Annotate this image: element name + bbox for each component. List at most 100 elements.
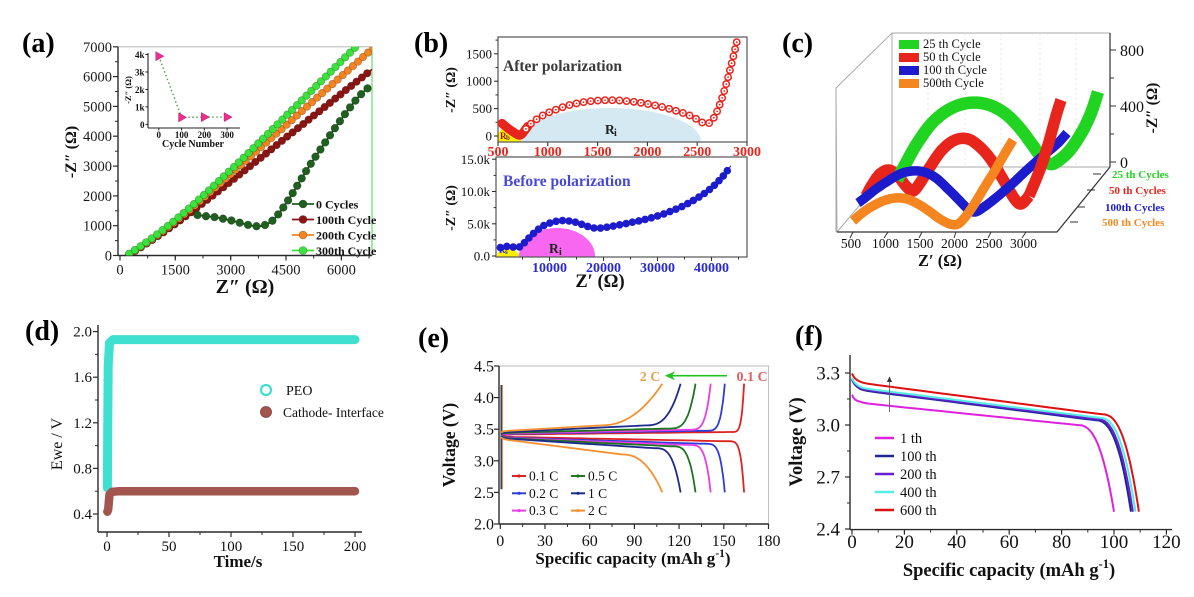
svg-text:150: 150 — [282, 539, 305, 555]
svg-text:6000: 6000 — [83, 70, 112, 86]
svg-text:0 Cycles: 0 Cycles — [316, 198, 359, 212]
svg-text:0: 0 — [496, 533, 504, 550]
svg-text:-Z″ (Ω): -Z″ (Ω) — [123, 76, 133, 104]
svg-text:1k: 1k — [135, 102, 145, 112]
svg-text:1.6: 1.6 — [73, 370, 92, 386]
svg-text:100: 100 — [220, 539, 243, 555]
svg-text:50 th Cycles: 50 th Cycles — [1109, 185, 1167, 197]
svg-text:Cycle Number: Cycle Number — [162, 139, 224, 150]
svg-text:-Z″ (Ω): -Z″ (Ω) — [444, 67, 459, 113]
svg-text:Specific capacity (mAh g-1): Specific capacity (mAh g-1) — [903, 557, 1115, 581]
svg-text:(b): (b) — [414, 28, 448, 59]
svg-text:100: 100 — [1100, 532, 1129, 553]
svg-text:1000: 1000 — [872, 236, 899, 251]
svg-text:20000: 20000 — [586, 261, 621, 276]
svg-text:1.2: 1.2 — [73, 416, 92, 432]
svg-text:500: 500 — [841, 236, 862, 251]
svg-text:0: 0 — [1120, 155, 1128, 172]
svg-text:200: 200 — [344, 539, 367, 555]
svg-text:0: 0 — [486, 129, 493, 144]
svg-text:Voltage (V): Voltage (V) — [439, 403, 459, 488]
svg-text:10000: 10000 — [532, 261, 567, 276]
svg-text:500: 500 — [488, 145, 509, 160]
svg-text:Z′ (Ω): Z′ (Ω) — [918, 251, 962, 270]
svg-text:Z″ (Ω): Z″ (Ω) — [216, 276, 275, 298]
svg-text:10.0k: 10.0k — [461, 184, 491, 199]
svg-text:3.3: 3.3 — [816, 364, 840, 385]
svg-text:2 C: 2 C — [640, 370, 661, 385]
svg-text:(e): (e) — [418, 323, 449, 354]
svg-text:3k: 3k — [135, 67, 145, 77]
svg-text:2.0: 2.0 — [73, 325, 92, 341]
svg-text:500th Cycle: 500th Cycle — [923, 76, 984, 90]
svg-text:3000: 3000 — [216, 263, 245, 279]
svg-text:R: R — [500, 131, 507, 141]
svg-text:b: b — [506, 134, 510, 142]
svg-text:7000: 7000 — [83, 40, 112, 56]
svg-text:30: 30 — [537, 533, 553, 550]
svg-text:2.7: 2.7 — [816, 468, 840, 489]
svg-text:1500: 1500 — [907, 236, 934, 251]
svg-text:4.5: 4.5 — [474, 359, 494, 376]
svg-text:200 th: 200 th — [900, 467, 937, 483]
svg-text:(d): (d) — [25, 316, 59, 347]
svg-text:2000: 2000 — [941, 236, 968, 251]
svg-text:Voltage (V): Voltage (V) — [787, 397, 807, 486]
svg-text:1500: 1500 — [161, 263, 190, 279]
svg-text:2.5: 2.5 — [474, 485, 494, 502]
svg-text:1500: 1500 — [466, 46, 492, 61]
svg-text:4500: 4500 — [272, 263, 301, 279]
svg-text:2 C: 2 C — [588, 503, 607, 518]
svg-text:i: i — [559, 247, 562, 258]
svg-text:4000: 4000 — [83, 129, 112, 145]
svg-text:2k: 2k — [135, 85, 145, 95]
svg-text:0: 0 — [103, 539, 111, 555]
svg-text:2.0: 2.0 — [474, 517, 494, 534]
svg-text:s: s — [505, 248, 508, 256]
svg-text:1000: 1000 — [83, 219, 112, 235]
svg-text:500: 500 — [473, 101, 493, 116]
svg-text:6000: 6000 — [327, 263, 356, 279]
svg-text:80: 80 — [1052, 532, 1071, 553]
svg-text:50 th Cycle: 50 th Cycle — [923, 50, 981, 64]
svg-text:0: 0 — [140, 120, 145, 130]
svg-text:200th Cycle: 200th Cycle — [316, 229, 377, 243]
svg-text:0.1 C: 0.1 C — [529, 469, 558, 484]
svg-text:3.5: 3.5 — [474, 422, 494, 439]
svg-text:5000: 5000 — [83, 99, 112, 115]
svg-text:800: 800 — [1120, 43, 1144, 60]
svg-text:2500: 2500 — [976, 236, 1003, 251]
svg-text:0: 0 — [116, 263, 123, 279]
svg-text:4.0: 4.0 — [474, 390, 494, 407]
svg-text:0.8: 0.8 — [73, 461, 92, 477]
svg-text:-Z″ (Ω): -Z″ (Ω) — [444, 185, 459, 231]
svg-text:3000: 3000 — [733, 145, 761, 160]
svg-text:100: 100 — [175, 130, 189, 140]
svg-text:R: R — [605, 122, 615, 137]
svg-text:0: 0 — [105, 249, 112, 265]
svg-text:1 th: 1 th — [900, 431, 923, 447]
svg-text:3.0: 3.0 — [816, 416, 840, 437]
svg-text:(c): (c) — [782, 28, 813, 59]
svg-text:100th Cycles: 100th Cycles — [1105, 202, 1165, 214]
svg-text:300: 300 — [220, 130, 234, 140]
svg-text:Ewe / V: Ewe / V — [49, 417, 66, 470]
svg-text:15.0k: 15.0k — [461, 152, 491, 167]
svg-text:1 C: 1 C — [588, 486, 607, 501]
svg-text:20: 20 — [895, 532, 914, 553]
svg-text:0: 0 — [847, 532, 857, 553]
svg-text:Cathode- Interface: Cathode- Interface — [283, 405, 384, 420]
svg-text:2500: 2500 — [683, 145, 711, 160]
svg-text:25 th Cycles: 25 th Cycles — [1112, 169, 1170, 181]
svg-text:0.5 C: 0.5 C — [588, 469, 617, 484]
svg-text:1000: 1000 — [534, 145, 562, 160]
svg-text:25 th Cycle: 25 th Cycle — [923, 37, 981, 51]
svg-text:400 th: 400 th — [900, 485, 937, 501]
svg-text:100 th Cycle: 100 th Cycle — [923, 63, 987, 77]
svg-text:100th Cycle: 100th Cycle — [316, 213, 377, 227]
svg-text:2000: 2000 — [633, 145, 661, 160]
svg-text:0.1 C: 0.1 C — [736, 370, 767, 385]
svg-text:150: 150 — [712, 533, 736, 550]
svg-text:0.0: 0.0 — [474, 249, 490, 264]
svg-text:Z′ (Ω): Z′ (Ω) — [575, 272, 624, 292]
